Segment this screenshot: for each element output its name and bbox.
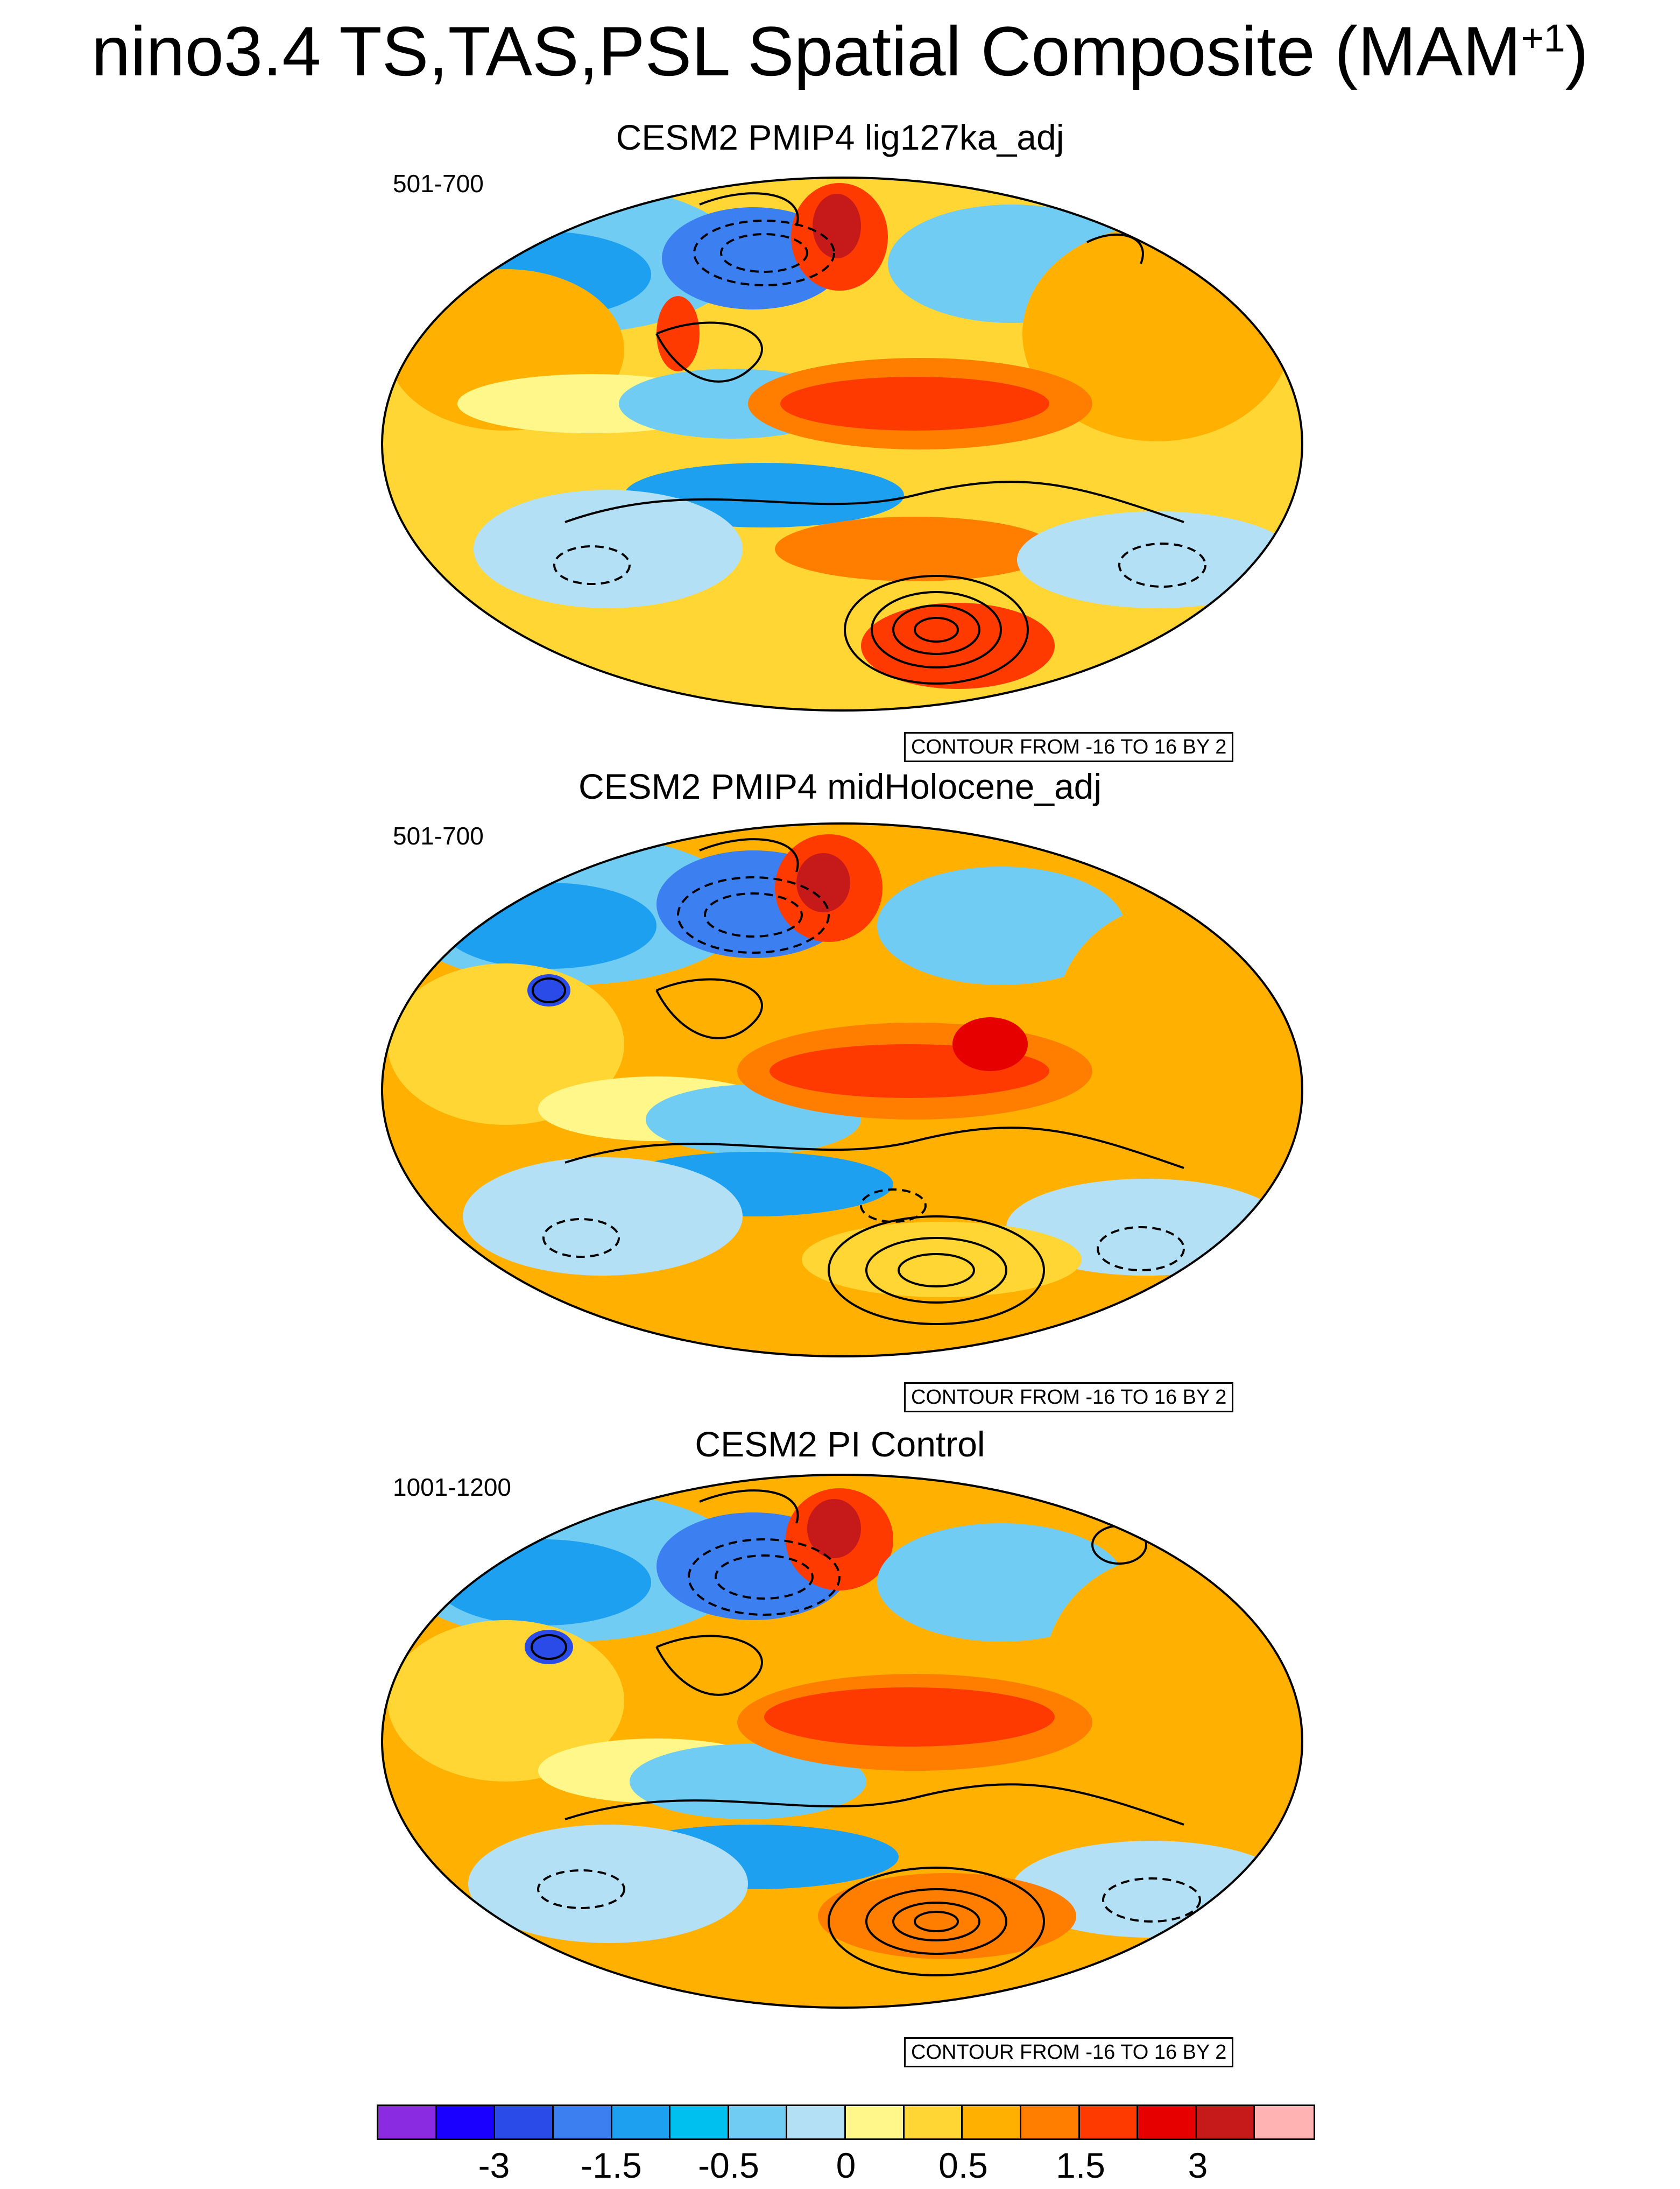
colorbar-box xyxy=(1138,2106,1197,2138)
colorbar-box xyxy=(670,2106,729,2138)
colorbar-box xyxy=(495,2106,554,2138)
colorbar-box xyxy=(787,2106,846,2138)
panel-3-years: 1001-1200 xyxy=(393,1473,511,1501)
main-title: nino3.4 TS,TAS,PSL Spatial Composite (MA… xyxy=(91,12,1589,90)
colorbar-tick-label: -1.5 xyxy=(581,2145,642,2185)
colorbar-box xyxy=(436,2106,496,2138)
colorbar-box xyxy=(963,2106,1021,2138)
colorbar-box xyxy=(1079,2106,1139,2138)
panel-3-contour-info: CONTOUR FROM -16 TO 16 BY 2 xyxy=(904,2037,1234,2067)
colorbar-box xyxy=(1021,2106,1080,2138)
colorbar-tick-label: 0.5 xyxy=(938,2145,988,2185)
colorbar-box xyxy=(378,2106,437,2138)
colorbar-tick-label: 0 xyxy=(836,2145,856,2185)
panel-1-years: 501-700 xyxy=(393,170,484,198)
panel-1-title: CESM2 PMIP4 lig127ka_adj xyxy=(616,117,1064,157)
colorbar-box xyxy=(1196,2106,1255,2138)
colorbar-tick-label: 1.5 xyxy=(1056,2145,1105,2185)
colorbar-box xyxy=(612,2106,671,2138)
panel-2-map xyxy=(381,822,1303,1357)
panel-1-map xyxy=(381,177,1303,712)
colorbar-tick-label: -3 xyxy=(478,2145,510,2185)
colorbar-box xyxy=(904,2106,963,2138)
colorbar-box xyxy=(553,2106,612,2138)
panel-2-contour-info: CONTOUR FROM -16 TO 16 BY 2 xyxy=(904,1382,1234,1412)
panel-2-years: 501-700 xyxy=(393,822,484,850)
colorbar-tick-label: -0.5 xyxy=(698,2145,759,2185)
colorbar-box xyxy=(1255,2106,1314,2138)
panel-2-title: CESM2 PMIP4 midHolocene_adj xyxy=(578,766,1102,806)
colorbar-box xyxy=(846,2106,905,2138)
panel-3-map xyxy=(381,1474,1303,2009)
panel-1-contour-info: CONTOUR FROM -16 TO 16 BY 2 xyxy=(904,732,1234,762)
colorbar-tick-label: 3 xyxy=(1188,2145,1208,2185)
colorbar xyxy=(377,2104,1315,2140)
panel-3-title: CESM2 PI Control xyxy=(695,1424,985,1464)
title-superscript: +1 xyxy=(1521,17,1565,60)
colorbar-box xyxy=(729,2106,788,2138)
